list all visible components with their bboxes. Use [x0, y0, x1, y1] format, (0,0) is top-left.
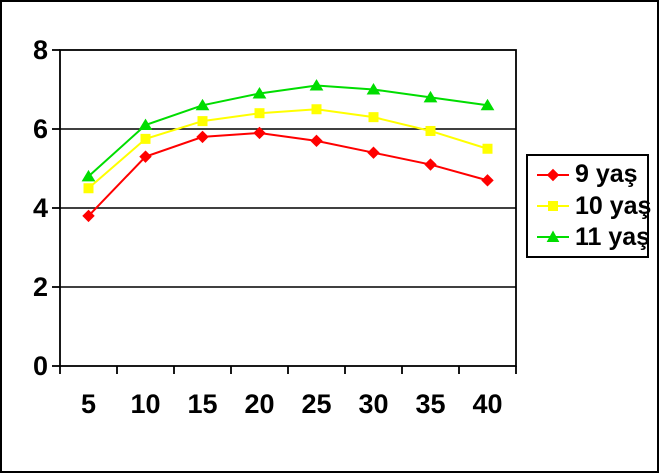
legend-diamond-marker-icon: [537, 168, 569, 181]
data-point-marker-square: [482, 143, 493, 154]
data-point-marker-diamond: [196, 130, 209, 144]
legend-square-marker-icon: [537, 201, 569, 211]
data-point-marker-diamond: [310, 134, 323, 148]
y-axis-tick-label: 0: [33, 351, 48, 381]
data-point-marker-square: [425, 125, 436, 136]
data-point-marker-diamond: [481, 174, 494, 187]
x-axis-tick-label: 35: [415, 389, 445, 419]
series-line-9-yaş: [87, 131, 488, 217]
legend-label-9-yas: 9 yaş: [575, 160, 638, 189]
data-point-marker-triangle: [195, 98, 210, 111]
data-point-marker-diamond: [82, 209, 95, 223]
data-point-marker-diamond: [253, 126, 266, 140]
data-point-marker-square: [368, 112, 379, 123]
data-point-marker-square: [83, 183, 94, 194]
x-axis-tick-label: 5: [81, 389, 96, 419]
data-point-marker-triangle: [480, 98, 495, 111]
data-point-marker-triangle: [81, 169, 96, 182]
series-line-10-yaş: [87, 108, 488, 190]
legend-triangle-marker-icon: [537, 230, 569, 243]
x-axis-tick-label: 40: [472, 389, 502, 419]
data-point-marker-square: [311, 104, 322, 115]
data-point-marker-square: [197, 116, 208, 127]
data-point-marker-triangle: [423, 90, 438, 103]
legend-label-11-yas: 11 yaş: [575, 222, 651, 251]
legend-label-10-yas: 10 yaş: [575, 191, 652, 220]
series-line-11-yaş: [87, 84, 488, 178]
legend: 9 yaş 10 yaş 11 yaş: [526, 154, 651, 258]
x-axis-tick-label: 20: [244, 389, 274, 419]
data-point-marker-triangle: [252, 86, 267, 99]
data-point-marker-diamond: [139, 150, 152, 163]
y-axis-tick-label: 8: [33, 35, 48, 65]
legend-item-10-yas: 10 yaş: [528, 193, 651, 219]
x-axis-tick-label: 30: [358, 389, 388, 419]
y-axis-tick-label: 6: [33, 114, 48, 144]
data-point-marker-square: [254, 108, 265, 119]
data-point-marker-triangle: [366, 83, 381, 95]
legend-item-11-yas: 11 yaş: [528, 222, 651, 251]
data-point-marker-triangle: [138, 118, 153, 131]
y-axis-tick-label: 2: [33, 272, 48, 302]
x-axis-tick-label: 15: [187, 389, 217, 419]
legend-item-9-yas: 9 yaş: [528, 162, 647, 187]
data-point-marker-diamond: [424, 158, 437, 171]
data-point-marker-triangle: [309, 79, 324, 91]
data-point-marker-square: [140, 133, 151, 144]
x-axis-tick-label: 25: [301, 389, 331, 419]
data-point-marker-diamond: [367, 146, 380, 159]
x-axis-tick-label: 10: [130, 389, 160, 419]
y-axis-tick-label: 4: [33, 193, 48, 223]
